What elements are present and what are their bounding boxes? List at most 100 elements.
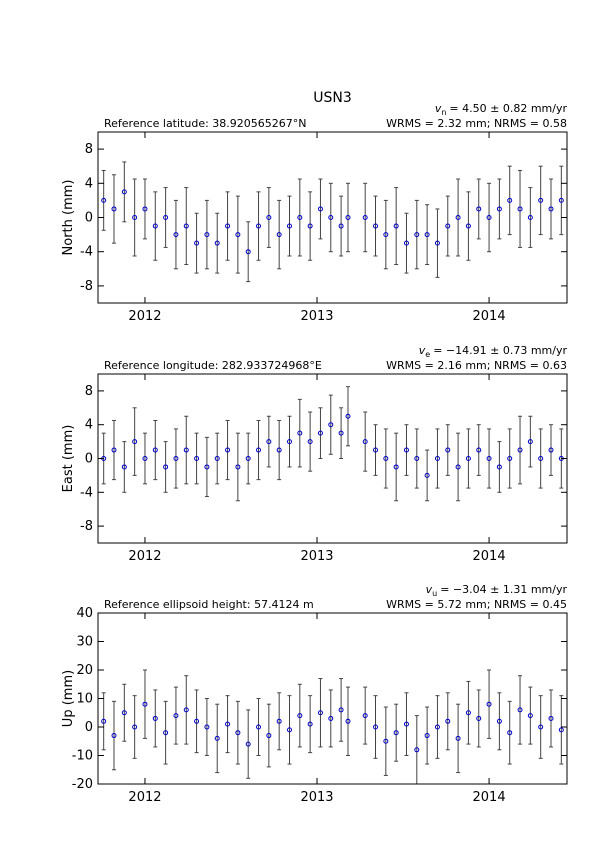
point [245,456,251,461]
point [496,206,502,212]
point [214,456,220,461]
point [414,456,420,461]
x-tick-label: 2014 [473,790,506,805]
point [465,223,471,229]
y-tick-label: 0 [85,452,93,467]
panel: Reference ellipsoid height: 57.4124 m WRM… [61,583,568,805]
point [373,223,379,229]
y-tick-label: 8 [85,384,93,399]
point [245,249,251,255]
point [507,197,513,203]
point [121,464,127,470]
velocity: vu = −3.04 ± 1.31 mm/yr [426,583,568,598]
point [445,718,451,724]
point [111,733,117,739]
point [183,223,189,229]
y-tick-label: 30 [76,635,93,650]
y-tick-label: 20 [76,663,93,678]
y-tick-label: 4 [85,418,93,433]
point [527,439,533,445]
point [538,724,544,730]
point [434,724,440,730]
point [338,707,344,713]
point [307,439,313,445]
point [345,413,351,419]
point [517,206,523,212]
point [235,730,241,736]
point [496,718,502,724]
point [393,464,399,470]
y-axis-label: Up (mm) [61,670,76,727]
x-tick-label: 2013 [300,309,333,324]
point [276,447,282,453]
point [307,721,313,727]
annotation: Reference ellipsoid height: 57.4124 m [104,598,314,611]
velocity-text: = 4.50 ± 0.82 mm/yr [449,102,567,115]
y-axis-label: East (mm) [61,425,76,493]
point [225,447,231,453]
point [152,447,158,453]
velocity-subscript: e [425,350,430,359]
velocity-symbol: v [435,102,442,115]
y-tick-label: 40 [76,606,93,621]
point [424,472,430,478]
point [465,456,471,461]
velocity-subscript: u [432,589,437,598]
point [163,730,169,736]
point [111,447,117,453]
y-tick-label: -20 [72,777,93,792]
point [132,724,138,730]
plot-frame [97,131,568,304]
point [173,456,179,461]
point [173,713,179,719]
point [424,232,430,238]
point [111,206,117,212]
point [362,713,368,719]
point [383,738,389,744]
point [328,715,334,721]
point [101,197,107,203]
point [338,223,344,229]
y-tick-label: 10 [76,692,93,707]
point [235,464,241,470]
point [317,206,323,212]
points [101,669,564,784]
y-tick-label: -10 [72,749,93,764]
point [455,215,461,220]
point [548,715,554,721]
point [121,189,127,195]
point [276,718,282,724]
y-tick-label: -8 [80,519,93,534]
point [465,710,471,716]
y-axis-label: North (mm) [61,180,76,256]
x-tick-label: 2012 [128,309,161,324]
point [194,240,200,246]
x-tick-label: 2012 [128,549,161,564]
panel: Reference longitude: 282.933724968°E WRMS… [61,344,568,564]
point [393,730,399,736]
point [163,464,169,470]
point [101,718,107,724]
x-tick-label: 2014 [473,549,506,564]
point [548,447,554,453]
point [317,430,323,436]
point [476,206,482,212]
annotation: Reference longitude: 282.933724968°E [104,359,322,372]
point [307,223,313,229]
point [142,206,148,212]
point [173,232,179,238]
point [476,715,482,721]
point [517,707,523,713]
point [245,741,251,747]
y-tick-label: -8 [80,279,93,294]
point [486,456,492,461]
y-tick-label: 0 [85,720,93,735]
point [214,735,220,741]
point [538,197,544,203]
annotation: Reference latitude: 38.920565267°N [104,117,307,130]
x-tick-label: 2014 [473,309,506,324]
point [194,718,200,724]
point [235,232,241,238]
